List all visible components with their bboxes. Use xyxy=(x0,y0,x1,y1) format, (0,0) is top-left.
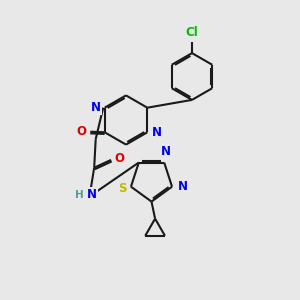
Text: H: H xyxy=(75,190,84,200)
Text: N: N xyxy=(177,180,188,193)
Text: N: N xyxy=(160,145,170,158)
Text: O: O xyxy=(115,152,124,165)
Text: N: N xyxy=(152,126,161,139)
Text: N: N xyxy=(91,101,101,114)
Text: O: O xyxy=(77,125,87,138)
Text: Cl: Cl xyxy=(186,26,198,39)
Text: N: N xyxy=(87,188,97,201)
Text: S: S xyxy=(118,182,127,195)
